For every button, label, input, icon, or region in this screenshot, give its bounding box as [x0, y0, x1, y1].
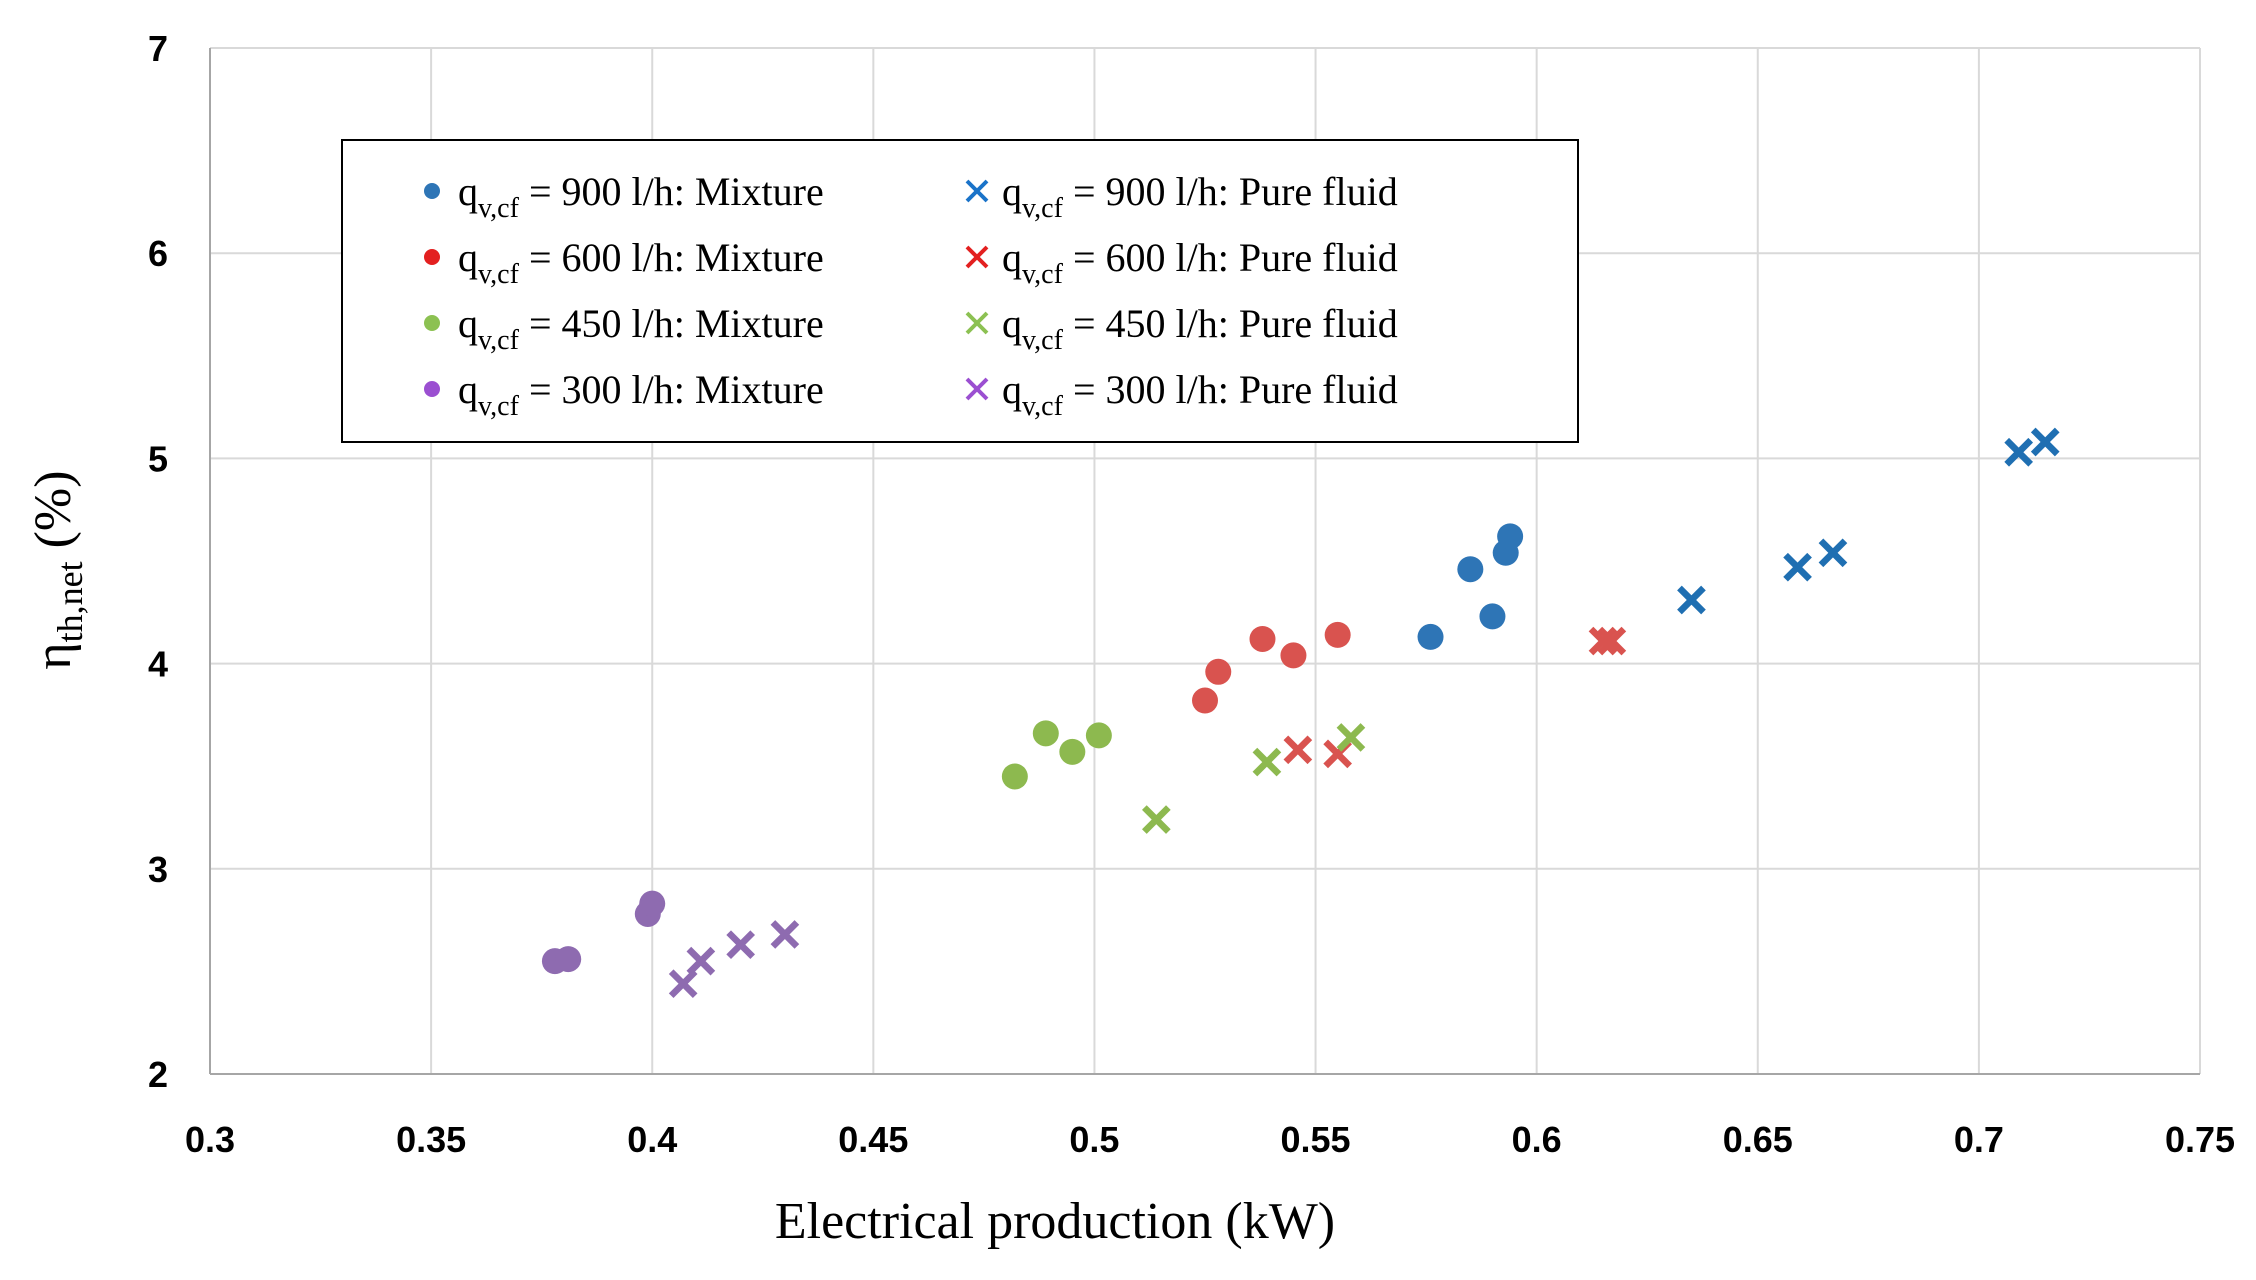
y-axis-title-unit: (%) [25, 470, 82, 561]
x-tick-label: 0.3 [185, 1119, 235, 1160]
legend-marker [965, 377, 989, 401]
legend-label: qv,cf = 300 l/h: Pure fluid [1002, 367, 1398, 422]
data-point [1588, 626, 1618, 656]
y-axis-title-symbol: η [25, 642, 82, 669]
series-600-pure [1283, 626, 1627, 769]
data-point [1032, 720, 1059, 747]
y-tick-label: 2 [148, 1054, 168, 1095]
data-point [1417, 623, 1444, 650]
legend-label: qv,cf = 450 l/h: Pure fluid [1002, 301, 1398, 356]
data-point [1142, 805, 1171, 834]
y-tick-label: 3 [148, 849, 168, 890]
legend-marker [424, 183, 440, 199]
data-point [1783, 552, 1812, 582]
x-tick-label: 0.7 [1954, 1119, 2004, 1160]
data-point [686, 946, 716, 976]
data-points [541, 427, 2060, 999]
y-tick-label: 4 [148, 644, 168, 685]
data-point [1001, 763, 1028, 790]
legend-box [341, 139, 1579, 443]
legend-marker [424, 381, 440, 397]
data-point [1479, 603, 1506, 630]
y-axis-title-subscript: th,net [50, 561, 90, 642]
x-tick-label: 0.75 [2165, 1119, 2235, 1160]
x-tick-label: 0.6 [1512, 1119, 1562, 1160]
data-point [555, 946, 582, 973]
legend-item-600-pure: qv,cf = 600 l/h: Pure fluid [965, 235, 1398, 290]
legend-items: qv,cf = 900 l/h: Mixture qv,cf = 600 l/h:… [424, 169, 1398, 422]
legend-label: qv,cf = 900 l/h: Pure fluid [1002, 169, 1398, 224]
series-450-mixture [1001, 720, 1112, 790]
series-900-pure [1677, 427, 2060, 615]
series-300-pure [668, 920, 800, 999]
axes [209, 48, 2200, 1075]
legend-item-900-pure: qv,cf = 900 l/h: Pure fluid [965, 169, 1398, 224]
legend-label: qv,cf = 300 l/h: Mixture [458, 367, 824, 422]
data-point [2030, 427, 2060, 457]
y-tick-label: 7 [148, 28, 168, 69]
tick-labels: 2 3 4 5 6 7 0.3 0.35 0.4 0.45 0.5 0.55 0.6 0.65 0.7 0.7… [148, 28, 2235, 1160]
data-point [1457, 556, 1484, 583]
legend-label: qv,cf = 900 l/h: Mixture [458, 169, 824, 224]
legend-marker [965, 245, 989, 269]
legend-item-600-mixture: qv,cf = 600 l/h: Mixture [424, 235, 824, 290]
x-tick-label: 0.4 [627, 1119, 677, 1160]
legend-item-450-mixture: qv,cf = 450 l/h: Mixture [424, 301, 824, 356]
data-point [1324, 621, 1351, 648]
data-point [1283, 735, 1313, 765]
data-point [639, 890, 666, 917]
data-point [1597, 626, 1627, 656]
x-axis-title: Electrical production (kW) [775, 1193, 1335, 1250]
data-point [726, 930, 756, 960]
legend-marker [424, 249, 440, 265]
data-point [1336, 723, 1366, 752]
legend-item-900-mixture: qv,cf = 900 l/h: Mixture [424, 169, 824, 224]
x-tick-label: 0.45 [838, 1119, 908, 1160]
y-axis-title: ηth,net (%) [25, 470, 90, 669]
data-point [1085, 722, 1112, 749]
legend-item-450-pure: qv,cf = 450 l/h: Pure fluid [965, 301, 1398, 356]
y-tick-label: 6 [148, 233, 168, 274]
y-tick-label: 5 [148, 438, 168, 479]
data-point [1497, 523, 1524, 550]
legend-marker [424, 315, 440, 331]
data-point [1205, 658, 1232, 685]
legend: qv,cf = 900 l/h: Mixture qv,cf = 600 l/h:… [341, 139, 1579, 443]
data-point [1249, 625, 1276, 652]
data-point [1677, 585, 1706, 615]
data-point [1059, 738, 1086, 765]
legend-item-300-pure: qv,cf = 300 l/h: Pure fluid [965, 367, 1398, 422]
legend-label: qv,cf = 450 l/h: Mixture [458, 301, 824, 356]
series-300-mixture [541, 890, 666, 975]
x-tick-label: 0.5 [1069, 1119, 1119, 1160]
data-point [1192, 687, 1218, 714]
legend-marker [965, 179, 989, 203]
data-point [770, 920, 800, 949]
x-tick-label: 0.55 [1281, 1119, 1351, 1160]
x-tick-label: 0.65 [1723, 1119, 1793, 1160]
legend-label: qv,cf = 600 l/h: Mixture [458, 235, 824, 290]
data-point [668, 969, 698, 999]
data-point [1280, 642, 1307, 669]
legend-item-300-mixture: qv,cf = 300 l/h: Mixture [424, 367, 824, 422]
series-450-pure [1142, 723, 1366, 834]
data-point [1252, 747, 1282, 777]
legend-label: qv,cf = 600 l/h: Pure fluid [1002, 235, 1398, 290]
legend-marker [965, 311, 989, 335]
data-point [1818, 538, 1848, 568]
series-900-mixture [1417, 523, 1524, 650]
x-tick-label: 0.35 [396, 1119, 466, 1160]
data-point [2004, 437, 2034, 467]
series-600-mixture [1192, 621, 1351, 714]
